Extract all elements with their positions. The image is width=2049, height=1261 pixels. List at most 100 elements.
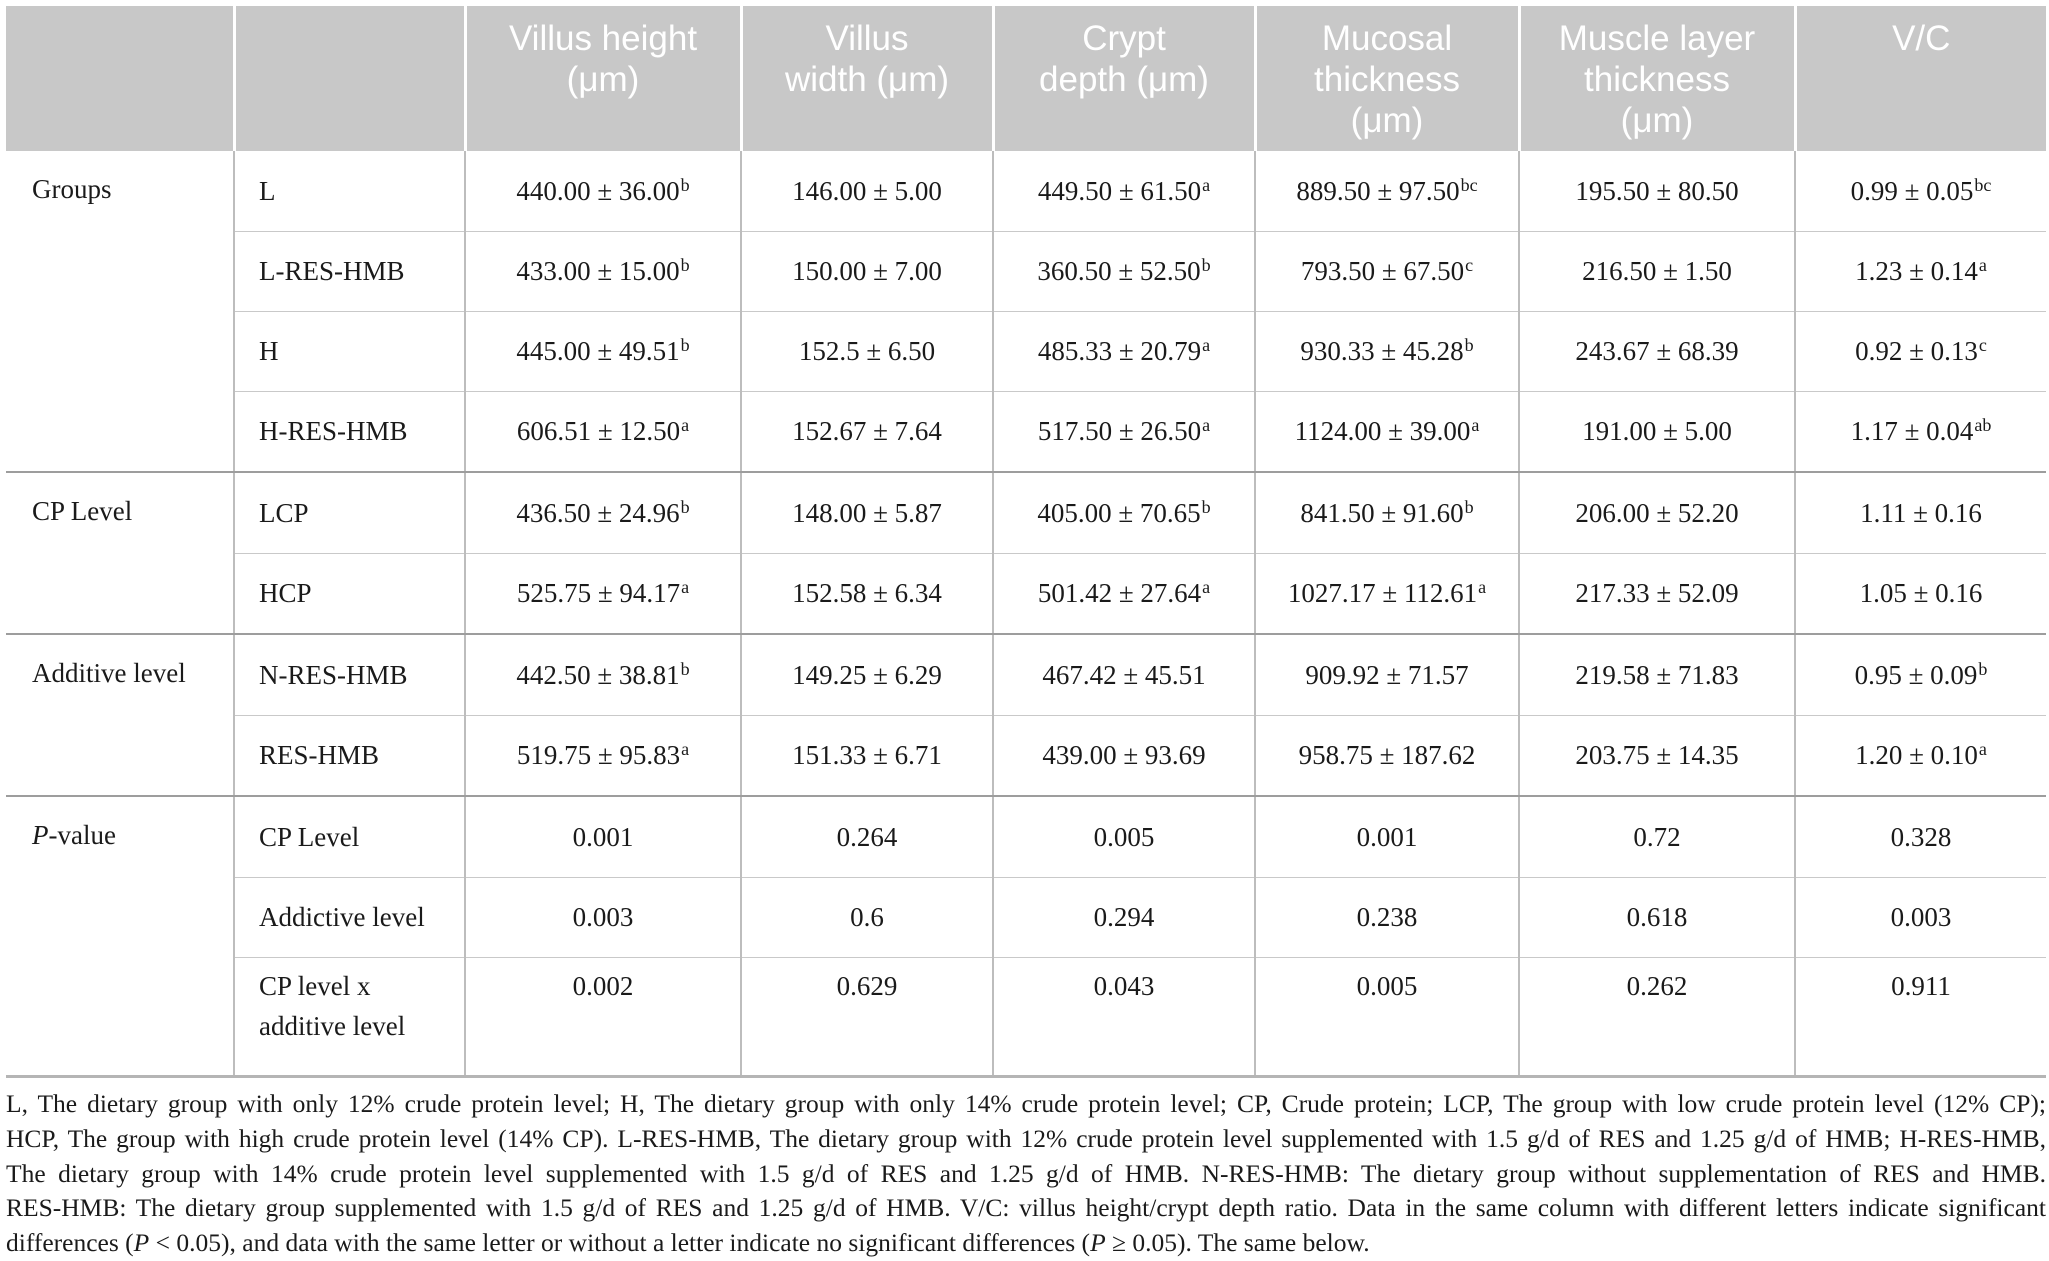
cell-value: 152.67 ± 7.64 bbox=[792, 416, 942, 447]
cell-value: 445.00 ± 49.51 bbox=[516, 336, 680, 366]
table-row: Groups L 440.00 ± 36.00b 146.00 ± 5.00 449.5… bbox=[6, 151, 2046, 232]
cell-value: 216.50 ± 1.50 bbox=[1582, 256, 1732, 286]
table-cell: 449.50 ± 61.50a bbox=[992, 151, 1255, 232]
row-group-label bbox=[6, 715, 234, 797]
significance-letter: b bbox=[1201, 255, 1211, 275]
table-cell: 1.20 ± 0.10a bbox=[1794, 715, 2046, 797]
footnote-line: differences (P < 0.05), and data with th… bbox=[6, 1228, 1370, 1258]
column-header: Crypt depth (μm) bbox=[991, 6, 1255, 151]
cell-value: 0.328 bbox=[1890, 821, 1952, 852]
table-cell: 519.75 ± 95.83a bbox=[464, 715, 741, 797]
table-cell: 889.50 ± 97.50bc bbox=[1254, 151, 1519, 232]
row-label: CP level x additive level bbox=[233, 957, 465, 1078]
cell-value: 1.05 ± 0.16 bbox=[1859, 578, 1983, 609]
cell-value: 1.11 ± 0.16 bbox=[1860, 497, 1982, 528]
row-label: CP Level bbox=[233, 796, 465, 878]
cell-value: 206.00 ± 52.20 bbox=[1575, 497, 1739, 528]
cell-value: 793.50 ± 67.50 bbox=[1300, 256, 1465, 286]
table-cell: 0.629 bbox=[740, 957, 993, 1078]
table-row: CP level x additive level 0.002 0.629 0.043… bbox=[6, 957, 2046, 1078]
table-cell: 216.50 ± 1.50 bbox=[1518, 231, 1795, 312]
row-group-label bbox=[6, 231, 234, 311]
cell-value: 1.23 ± 0.14 bbox=[1855, 256, 1978, 286]
table-footnote: L, The dietary group with only 12% crude… bbox=[6, 1087, 2046, 1261]
significance-letter: b bbox=[680, 496, 690, 517]
table-cell: 0.003 bbox=[464, 877, 741, 958]
table-cell: 146.00 ± 5.00 bbox=[740, 151, 993, 232]
table-cell: 0.294 bbox=[992, 877, 1255, 958]
table-cell: 0.262 bbox=[1518, 957, 1795, 1078]
row-label: H-RES-HMB bbox=[233, 391, 465, 473]
significance-letter: a bbox=[1202, 335, 1211, 355]
table-cell: 525.75 ± 94.17a bbox=[464, 553, 741, 635]
cell-value: 0.629 bbox=[836, 970, 898, 1001]
table-cell: 517.50 ± 26.50a bbox=[992, 391, 1255, 473]
table-cell: 0.005 bbox=[1254, 957, 1519, 1078]
table-row: HCP 525.75 ± 94.17a 152.58 ± 6.34 501.42 ± … bbox=[6, 553, 2046, 635]
cell-value: 433.00 ± 15.00 bbox=[516, 256, 680, 286]
row-label: LCP bbox=[233, 472, 465, 554]
table-cell: 195.50 ± 80.50 bbox=[1518, 151, 1795, 232]
row-group-label: P-value bbox=[6, 796, 234, 877]
column-header-line: (μm) bbox=[566, 60, 640, 99]
p-rest: -value bbox=[48, 820, 116, 850]
significance-letter: ab bbox=[1974, 415, 1992, 436]
significance-letter: a bbox=[681, 739, 690, 760]
cell-value: 0.003 bbox=[1890, 902, 1952, 932]
cell-value: 449.50 ± 61.50 bbox=[1037, 175, 1202, 206]
cell-value: 0.001 bbox=[572, 821, 634, 852]
cell-value: 1.17 ± 0.04 bbox=[1850, 416, 1974, 447]
cell-value: 146.00 ± 5.00 bbox=[792, 175, 942, 206]
table-cell: 151.33 ± 6.71 bbox=[740, 715, 993, 797]
column-header-line: Crypt bbox=[1082, 19, 1166, 58]
table-cell: 440.00 ± 36.00b bbox=[464, 151, 741, 232]
significance-letter: b bbox=[680, 658, 690, 679]
table-cell: 206.00 ± 52.20 bbox=[1518, 472, 1795, 554]
table-cell: 1.17 ± 0.04ab bbox=[1794, 391, 2046, 473]
column-header: Villus height (μm) bbox=[463, 6, 741, 151]
table-cell: 152.5 ± 6.50 bbox=[740, 311, 993, 392]
significance-letter: a bbox=[1202, 577, 1211, 598]
cell-value: 440.00 ± 36.00 bbox=[516, 175, 680, 206]
footnote-line: RES-HMB: The dietary group supplemented … bbox=[6, 1193, 2046, 1223]
table-cell: 0.264 bbox=[740, 796, 993, 878]
cell-value: 360.50 ± 52.50 bbox=[1037, 256, 1201, 286]
cell-value: 0.618 bbox=[1626, 902, 1688, 932]
cell-value: 0.262 bbox=[1626, 970, 1688, 1001]
significance-letter: b bbox=[1464, 335, 1474, 355]
table-row: L-RES-HMB 433.00 ± 15.00b 150.00 ± 7.00 360… bbox=[6, 231, 2046, 312]
table-cell: 0.72 bbox=[1518, 796, 1795, 878]
table-cell: 909.92 ± 71.57 bbox=[1254, 634, 1519, 716]
cell-value: 203.75 ± 14.35 bbox=[1575, 740, 1739, 771]
column-header-line: thickness bbox=[1584, 60, 1730, 99]
significance-letter: a bbox=[1978, 739, 1987, 760]
cell-value: 517.50 ± 26.50 bbox=[1037, 416, 1202, 447]
column-header-line: thickness bbox=[1314, 60, 1460, 99]
row-group-label: Additive level bbox=[32, 658, 186, 688]
table-cell: 0.911 bbox=[1794, 957, 2046, 1078]
table-cell: 405.00 ± 70.65b bbox=[992, 472, 1255, 554]
cell-value: 0.005 bbox=[1356, 970, 1418, 1001]
cell-value: 151.33 ± 6.71 bbox=[792, 740, 942, 771]
table-cell: 442.50 ± 38.81b bbox=[464, 634, 741, 716]
cell-value: 1124.00 ± 39.00 bbox=[1294, 416, 1471, 447]
table-row: Additive level N-RES-HMB 442.50 ± 38.81b 14… bbox=[6, 634, 2046, 716]
row-label: Addictive level bbox=[233, 877, 465, 958]
significance-letter: a bbox=[681, 577, 690, 598]
table-cell: 152.58 ± 6.34 bbox=[740, 553, 993, 635]
row-group-label bbox=[6, 391, 234, 473]
column-header-line: depth (μm) bbox=[1039, 60, 1209, 99]
table-cell: 1.23 ± 0.14a bbox=[1794, 231, 2046, 312]
cell-value: 1.20 ± 0.10 bbox=[1855, 740, 1978, 771]
table-cell: 1.05 ± 0.16 bbox=[1794, 553, 2046, 635]
significance-letter: a bbox=[1471, 415, 1480, 436]
row-label: HCP bbox=[233, 553, 465, 635]
column-header-line: V/C bbox=[1892, 19, 1951, 58]
cell-value: 606.51 ± 12.50 bbox=[516, 416, 681, 447]
table-cell: 149.25 ± 6.29 bbox=[740, 634, 993, 716]
cell-value: 930.33 ± 45.28 bbox=[1300, 336, 1464, 366]
p-italic: P bbox=[32, 820, 49, 850]
cell-value: 0.92 ± 0.13 bbox=[1855, 336, 1978, 366]
cell-value: 519.75 ± 95.83 bbox=[516, 740, 681, 771]
table-cell: 0.043 bbox=[992, 957, 1255, 1078]
